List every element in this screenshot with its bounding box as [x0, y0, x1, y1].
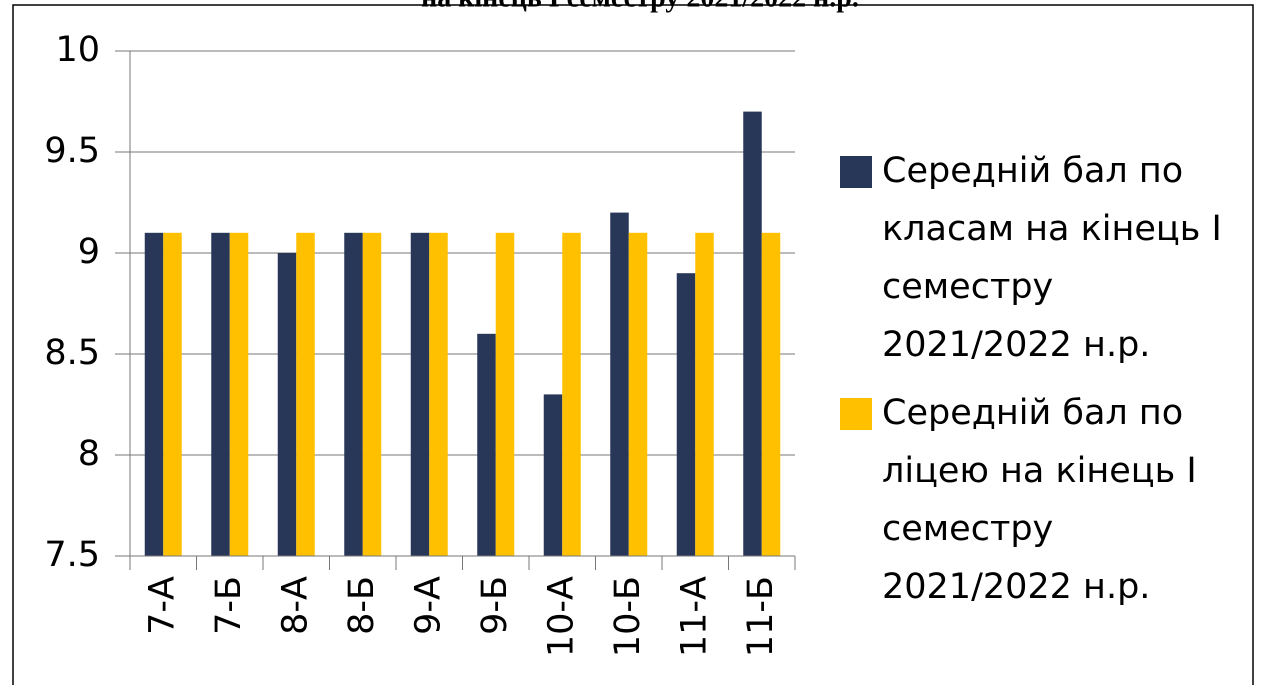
x-tick-label: 8-Б — [342, 576, 382, 635]
y-tick-label: 9 — [78, 232, 100, 272]
bar — [610, 212, 629, 556]
bar — [163, 232, 182, 557]
bar — [761, 232, 781, 557]
y-tick-label: 10 — [55, 30, 100, 70]
bar — [429, 232, 448, 557]
legend-swatch — [840, 156, 872, 188]
bar — [211, 232, 230, 557]
bar — [543, 394, 563, 556]
x-tick-label: 11-А — [674, 576, 714, 657]
x-tick-label: 9-А — [408, 576, 448, 635]
y-tick-label: 8.5 — [44, 333, 100, 373]
x-tick-label: 8-А — [275, 576, 315, 635]
x-tick-label: 10-Б — [608, 576, 648, 657]
bar — [362, 232, 382, 557]
bar — [144, 232, 164, 557]
bar — [410, 232, 430, 557]
x-tick-label: 10-А — [541, 576, 581, 657]
x-tick-label: 9-Б — [475, 576, 515, 635]
bar — [628, 232, 648, 557]
bar — [743, 111, 762, 556]
bar — [344, 232, 363, 557]
legend-swatch — [840, 398, 872, 430]
bar — [562, 232, 581, 557]
bar — [277, 253, 297, 556]
bar — [229, 232, 249, 557]
chart-border — [12, 4, 1254, 685]
bar — [695, 232, 714, 557]
bar — [477, 333, 496, 556]
x-tick-label: 11-Б — [741, 576, 781, 657]
x-tick-label: 7-Б — [209, 576, 249, 635]
x-tick-label: 7-А — [142, 576, 182, 635]
bar — [676, 273, 696, 556]
y-tick-label: 9.5 — [44, 131, 100, 171]
y-tick-label: 7.5 — [44, 535, 100, 575]
chart-title: на кінець І семестру 2021/2022 н.р. — [421, 0, 859, 13]
bar — [296, 232, 315, 557]
bar — [495, 232, 515, 557]
y-tick-label: 8 — [78, 434, 100, 474]
